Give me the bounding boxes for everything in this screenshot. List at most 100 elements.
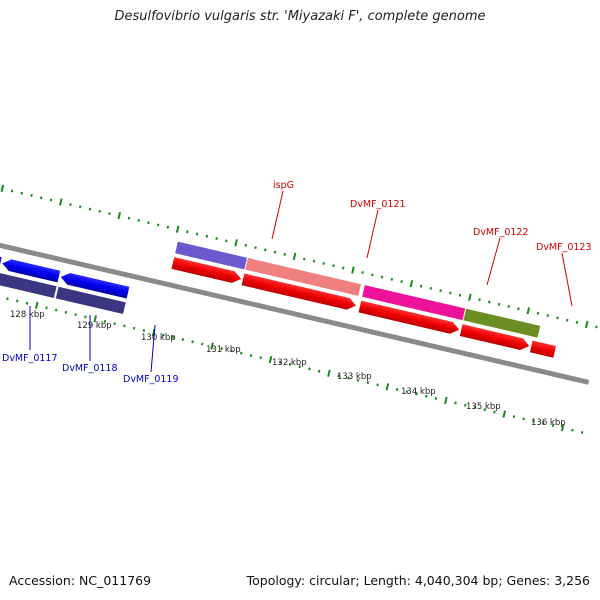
outer-ruler-minor-tick bbox=[195, 232, 199, 236]
inner-ruler-minor-tick bbox=[376, 383, 379, 387]
inner-ruler-minor-tick bbox=[74, 313, 77, 317]
gene-label-DvMF_0121[interactable]: DvMF_0121 bbox=[350, 199, 406, 210]
inner-ruler-minor-tick bbox=[54, 308, 58, 312]
inner-ruler-minor-tick bbox=[512, 415, 516, 419]
outer-ruler-minor-tick bbox=[244, 243, 248, 247]
outer-ruler-major-tick bbox=[409, 279, 414, 288]
outer-ruler-minor-tick bbox=[595, 325, 598, 329]
reverse-cds-track bbox=[0, 243, 130, 299]
inner-ruler-minor-tick bbox=[571, 428, 574, 432]
cds-DvMF_0118[interactable] bbox=[1, 258, 61, 283]
outer-ruler-minor-tick bbox=[371, 273, 374, 277]
genome-backbone bbox=[0, 225, 590, 385]
gene-label-ispG[interactable]: ispG bbox=[273, 180, 294, 191]
cds-DvMF_0121[interactable] bbox=[241, 273, 358, 312]
inner-ruler-minor-tick bbox=[366, 381, 370, 385]
outer-ruler-minor-tick bbox=[10, 189, 14, 193]
outer-ruler-minor-tick bbox=[147, 221, 150, 225]
inner-ruler-minor-tick bbox=[201, 342, 204, 346]
outer-ruler-major-tick bbox=[526, 307, 531, 315]
inner-ruler-minor-tick bbox=[425, 394, 428, 398]
outer-ruler-major-tick bbox=[175, 225, 180, 233]
outer-ruler-minor-tick bbox=[20, 191, 24, 195]
cds-DvMF_0122[interactable] bbox=[358, 300, 461, 336]
inner-ruler-minor-tick bbox=[532, 419, 535, 423]
outer-ruler-minor-tick bbox=[419, 284, 423, 288]
inner-ruler-minor-tick bbox=[64, 310, 68, 314]
reverse-feature-track bbox=[0, 273, 126, 315]
inner-ruler-minor-tick bbox=[464, 403, 467, 407]
outer-ruler-major-tick bbox=[117, 211, 121, 220]
inner-ruler-minor-tick bbox=[347, 376, 350, 380]
feature-ispG[interactable] bbox=[175, 241, 248, 270]
inner-ruler-minor-tick bbox=[298, 365, 301, 369]
inner-ruler-major-tick bbox=[93, 315, 97, 323]
inner-ruler-major-tick bbox=[268, 356, 273, 364]
inner-ruler-minor-tick bbox=[483, 408, 486, 412]
inner-ruler-minor-tick bbox=[220, 347, 224, 351]
gene-label-DvMF_0122[interactable]: DvMF_0122 bbox=[473, 227, 529, 238]
genome-summary-text: Topology: circular; Length: 4,040,304 bp… bbox=[246, 573, 590, 588]
outer-ruler-minor-tick bbox=[98, 209, 101, 213]
inner-ruler bbox=[6, 297, 584, 434]
cds-DvMF_0123[interactable] bbox=[459, 324, 531, 352]
scale-label: 132 kbp bbox=[272, 358, 307, 368]
inner-ruler-major-tick bbox=[560, 424, 565, 432]
leader-DvMF_0122 bbox=[486, 237, 501, 286]
inner-ruler-minor-tick bbox=[473, 406, 477, 409]
feature-DvMF_0119[interactable] bbox=[55, 286, 126, 315]
inner-ruler-minor-tick bbox=[6, 297, 9, 301]
outer-ruler-minor-tick bbox=[88, 207, 92, 211]
inner-ruler-minor-tick bbox=[123, 324, 126, 328]
gene-label-DvMF_0118[interactable]: DvMF_0118 bbox=[62, 363, 118, 374]
scale-label: 133 kbp bbox=[337, 372, 372, 382]
cds-DvMF_0119[interactable] bbox=[59, 271, 130, 299]
outer-ruler bbox=[0, 184, 598, 329]
gene-label-DvMF_0117[interactable]: DvMF_0117 bbox=[2, 353, 58, 364]
feature-DvMF_0123[interactable] bbox=[463, 308, 541, 338]
outer-ruler-minor-tick bbox=[546, 314, 549, 318]
inner-ruler-minor-tick bbox=[239, 351, 243, 355]
bottom-leaders bbox=[29, 306, 156, 373]
gene-label-DvMF_0123[interactable]: DvMF_0123 bbox=[536, 242, 592, 253]
outer-ruler-major-tick bbox=[468, 293, 472, 301]
outer-ruler-minor-tick bbox=[556, 316, 559, 320]
outer-ruler-minor-tick bbox=[137, 218, 140, 222]
outer-ruler-minor-tick bbox=[283, 252, 287, 256]
inner-ruler-major-tick bbox=[502, 410, 507, 418]
inner-ruler-minor-tick bbox=[454, 401, 457, 405]
leader-DvMF_0119 bbox=[150, 324, 156, 373]
scale-label: 128 kbp bbox=[10, 310, 45, 320]
inner-ruler-minor-tick bbox=[551, 424, 555, 428]
scale-label: 136 kbp bbox=[531, 418, 566, 428]
outer-ruler-minor-tick bbox=[400, 280, 403, 284]
feature-DvMF_0121[interactable] bbox=[245, 257, 361, 296]
outer-ruler-minor-tick bbox=[186, 230, 189, 234]
inner-ruler-minor-tick bbox=[415, 392, 418, 396]
inner-ruler-minor-tick bbox=[405, 390, 409, 394]
gene-label-DvMF_0119[interactable]: DvMF_0119 bbox=[123, 374, 179, 385]
feature-DvMF_0122[interactable] bbox=[362, 285, 466, 321]
inner-ruler-minor-tick bbox=[132, 326, 136, 330]
inner-ruler-minor-tick bbox=[15, 299, 19, 303]
outer-ruler-minor-tick bbox=[575, 320, 579, 324]
outer-ruler-minor-tick bbox=[108, 212, 111, 216]
inner-ruler-minor-tick bbox=[522, 417, 525, 421]
outer-ruler-major-tick bbox=[292, 252, 297, 261]
feature-DvMF_0118[interactable] bbox=[0, 273, 57, 298]
inner-ruler-minor-tick bbox=[103, 319, 107, 323]
inner-ruler-minor-tick bbox=[337, 374, 340, 378]
outer-ruler-minor-tick bbox=[429, 286, 433, 290]
inner-ruler-minor-tick bbox=[191, 340, 194, 344]
cds-next[interactable] bbox=[529, 340, 557, 358]
inner-ruler-minor-tick bbox=[45, 306, 48, 310]
outer-ruler-minor-tick bbox=[312, 259, 316, 263]
map-title: Desulfovibrio vulgaris str. 'Miyazaki F'… bbox=[114, 9, 486, 24]
outer-ruler-minor-tick bbox=[166, 225, 170, 229]
outer-ruler-minor-tick bbox=[439, 289, 442, 293]
inner-ruler-minor-tick bbox=[541, 421, 545, 425]
scale-label: 134 kbp bbox=[401, 387, 436, 397]
leader-DvMF_0123 bbox=[561, 252, 573, 307]
cds-ispG[interactable] bbox=[171, 257, 243, 285]
outer-ruler-major-tick bbox=[234, 239, 238, 247]
